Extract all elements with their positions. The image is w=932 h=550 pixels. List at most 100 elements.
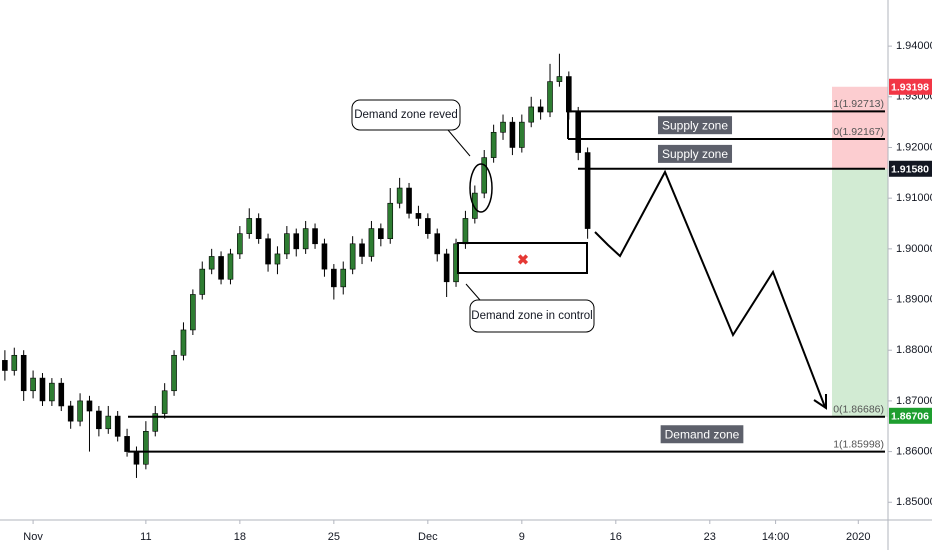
candle-body: [462, 218, 469, 245]
candle-body: [265, 238, 271, 265]
fib-label: 1(1.85998): [833, 438, 884, 450]
y-tick-label: 1.85000: [896, 496, 932, 508]
candle-body: [133, 451, 140, 465]
y-tick-label: 1.91000: [896, 192, 932, 204]
candle-body: [49, 382, 55, 402]
candle-body: [575, 111, 582, 153]
x-tick-label: 18: [234, 531, 246, 543]
candle-body: [58, 382, 65, 407]
candle-body: [312, 228, 318, 245]
candle-body: [171, 354, 177, 392]
candle-body: [302, 228, 309, 250]
candle-body: [481, 157, 488, 194]
callout-pointer: [447, 129, 471, 157]
candle-body: [378, 228, 384, 240]
candle-body: [237, 233, 243, 255]
zone-label: Supply zone: [662, 118, 728, 132]
fib-label: 1(1.92713): [833, 98, 884, 110]
x-tick-label: 9: [519, 531, 525, 543]
x-tick-label: 14:00: [762, 531, 790, 543]
candle-body: [406, 187, 412, 214]
candle-body: [368, 228, 375, 257]
candle-body: [39, 377, 46, 402]
zone-label-box: [660, 425, 744, 444]
projection-path: [594, 169, 826, 408]
candle-body: [255, 218, 262, 240]
candle-body: [556, 76, 563, 82]
candle-body: [218, 256, 224, 280]
zone-label-box: [657, 144, 733, 163]
fib-label: 0(1.92167): [833, 126, 884, 138]
x-tick-label: 2020: [846, 531, 870, 543]
highlight-circle: [469, 163, 493, 213]
callout-text: Demand zone in control: [471, 310, 592, 322]
candle-body: [425, 218, 431, 234]
candle-body: [124, 436, 130, 452]
y-tick-label: 1.92000: [896, 141, 932, 153]
candle-body: [208, 256, 215, 270]
y-tick-label: 1.94000: [896, 40, 932, 52]
candle-body: [246, 218, 253, 234]
y-tick-label: 1.89000: [896, 293, 932, 305]
candle-body: [274, 253, 281, 265]
candle-body: [190, 294, 196, 331]
invalid-zone: [457, 242, 588, 274]
candle-body: [528, 106, 535, 123]
candle-body: [434, 233, 441, 255]
zone-label: Supply zone: [662, 147, 728, 161]
x-tick-label: Nov: [23, 531, 43, 543]
callout-box: [351, 99, 461, 131]
candle-body: [284, 233, 290, 255]
candle-body: [180, 329, 187, 356]
candle-body: [443, 253, 450, 283]
target-risk-box: [832, 86, 888, 169]
x-tick-label: 23: [704, 531, 716, 543]
x-tick-label: 25: [328, 531, 340, 543]
annotation-layer: ✖ Demand zone reved Demand zone in contr…: [128, 98, 885, 453]
candle-body: [331, 268, 337, 288]
candle-body: [509, 121, 516, 148]
candle-body: [105, 415, 112, 430]
candle-body: [86, 400, 93, 412]
candle-body: [161, 390, 168, 414]
candle-body: [340, 268, 347, 288]
candle-body: [293, 233, 300, 250]
y-tick-label: 1.87000: [896, 395, 932, 407]
callout-pointer: [465, 283, 481, 301]
candle-body: [143, 431, 149, 465]
candle-body: [30, 377, 36, 392]
candle-body: [11, 354, 18, 371]
candle-body: [537, 106, 544, 113]
candle-body: [359, 243, 365, 257]
candle-body: [321, 243, 328, 270]
candle-body: [114, 415, 121, 437]
price-tag: [889, 160, 932, 177]
cross-icon: ✖: [517, 252, 529, 268]
zone-label: Demand zone: [665, 427, 740, 441]
candle-body: [96, 410, 102, 430]
y-tick-label: 1.86000: [896, 445, 932, 457]
candle-body: [519, 121, 525, 148]
candle-layer: [2, 53, 591, 478]
candle-body: [349, 243, 356, 270]
callout-box: [469, 299, 595, 333]
x-tick-label: 11: [140, 531, 151, 543]
candle-body: [227, 253, 234, 280]
x-tick-label: 16: [610, 531, 622, 543]
candle-body: [387, 202, 394, 240]
y-tick-label: 1.88000: [896, 344, 932, 356]
arrow-head: [813, 394, 827, 410]
price-tag: [889, 78, 932, 95]
candle-body: [20, 354, 27, 392]
candle-body: [500, 121, 506, 133]
target-reward-box: [832, 168, 888, 417]
zone-label-box: [657, 116, 733, 135]
price-tag: [889, 407, 932, 424]
candle-body: [77, 400, 83, 422]
price-tag-label: 1.93198: [891, 82, 929, 94]
candle-body: [415, 213, 422, 219]
price-tag-label: 1.86706: [891, 411, 929, 423]
candle-body: [67, 405, 74, 422]
